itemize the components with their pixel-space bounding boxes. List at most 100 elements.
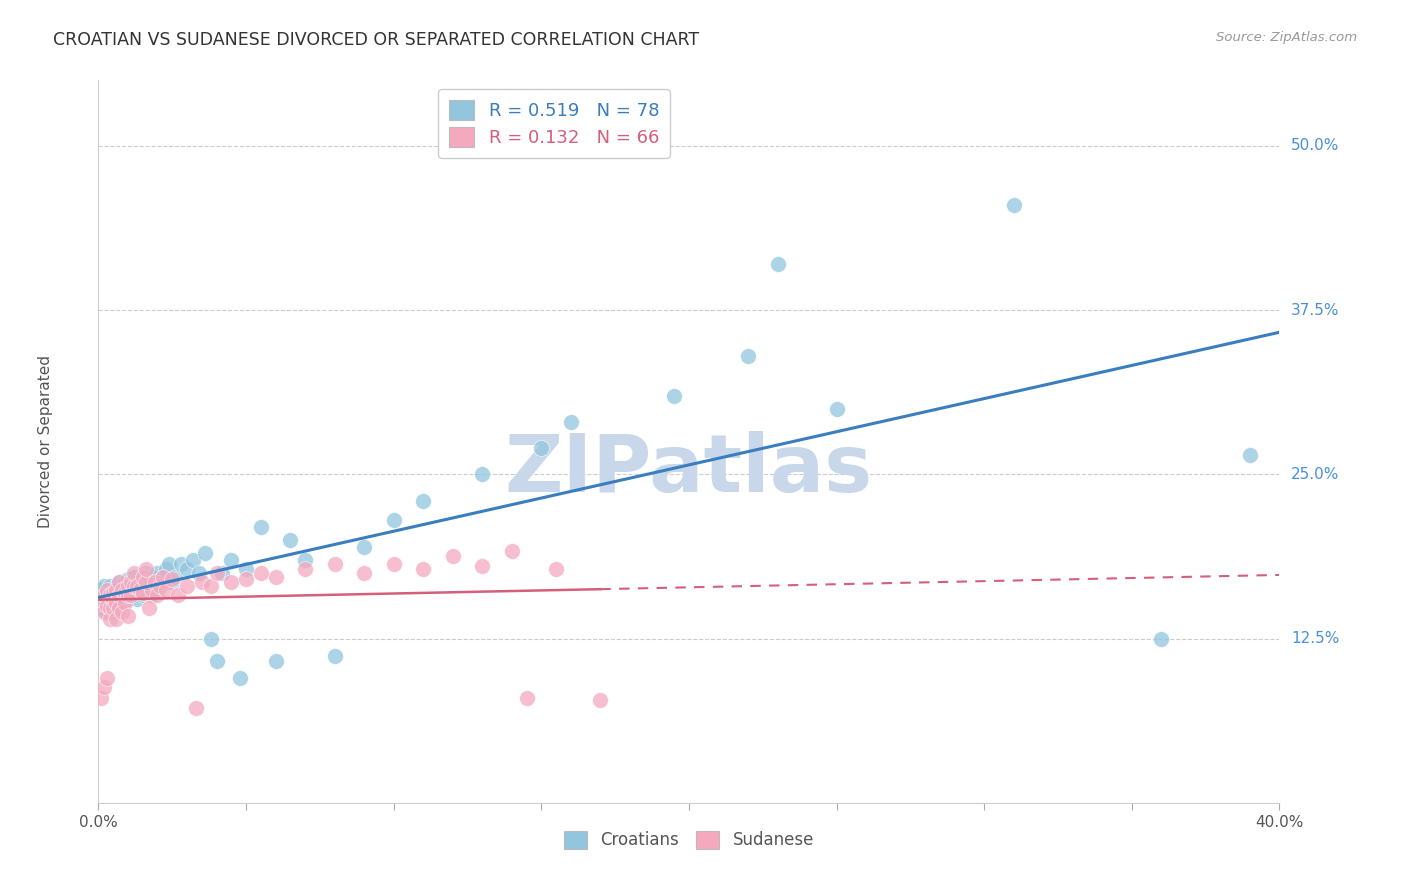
Point bbox=[176, 579, 198, 593]
Point bbox=[138, 601, 160, 615]
Point bbox=[105, 582, 128, 597]
Point bbox=[471, 559, 494, 574]
Point bbox=[152, 570, 174, 584]
Point bbox=[149, 579, 172, 593]
Point bbox=[546, 562, 568, 576]
Point bbox=[103, 585, 125, 599]
Text: 50.0%: 50.0% bbox=[1291, 138, 1340, 153]
Point bbox=[128, 582, 150, 597]
Point bbox=[117, 588, 139, 602]
Point bbox=[141, 570, 163, 584]
Point bbox=[90, 596, 112, 610]
Point bbox=[353, 540, 375, 554]
Point bbox=[96, 671, 118, 685]
Point bbox=[229, 671, 252, 685]
Point bbox=[200, 579, 222, 593]
Point bbox=[155, 562, 177, 576]
Point bbox=[105, 596, 128, 610]
Point bbox=[108, 601, 131, 615]
Point bbox=[96, 582, 118, 597]
Point bbox=[141, 582, 163, 597]
Point bbox=[135, 562, 157, 576]
Point bbox=[103, 601, 125, 615]
Point bbox=[105, 592, 128, 607]
Point bbox=[412, 493, 434, 508]
Point bbox=[194, 546, 217, 560]
Point bbox=[181, 553, 204, 567]
Point bbox=[108, 575, 131, 590]
Point bbox=[93, 588, 115, 602]
Point bbox=[132, 570, 155, 584]
Point bbox=[105, 612, 128, 626]
Point bbox=[96, 605, 118, 619]
Point bbox=[93, 605, 115, 619]
Point bbox=[122, 579, 145, 593]
Point bbox=[125, 579, 148, 593]
Point bbox=[138, 579, 160, 593]
Point bbox=[167, 588, 190, 602]
Point bbox=[235, 573, 257, 587]
Point bbox=[264, 654, 287, 668]
Point bbox=[1239, 448, 1261, 462]
Point bbox=[117, 579, 139, 593]
Point bbox=[120, 588, 142, 602]
Point bbox=[250, 566, 273, 580]
Point bbox=[122, 588, 145, 602]
Point bbox=[737, 349, 759, 363]
Point bbox=[96, 599, 118, 613]
Point bbox=[170, 557, 193, 571]
Point bbox=[114, 575, 136, 590]
Point bbox=[122, 570, 145, 584]
Point bbox=[98, 601, 121, 615]
Point bbox=[162, 575, 183, 590]
Point bbox=[117, 609, 139, 624]
Point bbox=[105, 588, 128, 602]
Point bbox=[105, 579, 128, 593]
Point bbox=[412, 562, 434, 576]
Point bbox=[294, 562, 316, 576]
Point bbox=[441, 549, 464, 563]
Point bbox=[103, 599, 125, 613]
Point bbox=[205, 654, 228, 668]
Point bbox=[125, 592, 148, 607]
Point bbox=[165, 570, 187, 584]
Text: 25.0%: 25.0% bbox=[1291, 467, 1340, 482]
Point bbox=[176, 562, 198, 576]
Point bbox=[221, 575, 243, 590]
Point bbox=[108, 585, 131, 599]
Point bbox=[108, 575, 131, 590]
Point bbox=[235, 562, 257, 576]
Point bbox=[205, 566, 228, 580]
Point bbox=[1150, 632, 1173, 646]
Point bbox=[1002, 198, 1025, 212]
Point bbox=[530, 441, 553, 455]
Point bbox=[96, 592, 118, 607]
Point bbox=[501, 543, 523, 558]
Point bbox=[114, 596, 136, 610]
Point bbox=[146, 566, 169, 580]
Point bbox=[98, 588, 121, 602]
Point bbox=[120, 573, 142, 587]
Point bbox=[589, 693, 612, 707]
Point bbox=[162, 573, 183, 587]
Point bbox=[200, 632, 222, 646]
Point bbox=[141, 588, 163, 602]
Point bbox=[90, 582, 112, 597]
Point bbox=[114, 588, 136, 602]
Point bbox=[149, 575, 172, 590]
Point bbox=[90, 601, 112, 615]
Point bbox=[120, 575, 142, 590]
Point bbox=[93, 680, 115, 694]
Point bbox=[152, 570, 174, 584]
Point bbox=[155, 582, 177, 597]
Point bbox=[664, 388, 686, 402]
Point bbox=[108, 588, 131, 602]
Point bbox=[120, 582, 142, 597]
Point bbox=[117, 573, 139, 587]
Point bbox=[93, 599, 115, 613]
Text: Source: ZipAtlas.com: Source: ZipAtlas.com bbox=[1216, 31, 1357, 45]
Point bbox=[187, 566, 209, 580]
Point bbox=[90, 592, 112, 607]
Text: 37.5%: 37.5% bbox=[1291, 302, 1340, 318]
Point bbox=[143, 575, 166, 590]
